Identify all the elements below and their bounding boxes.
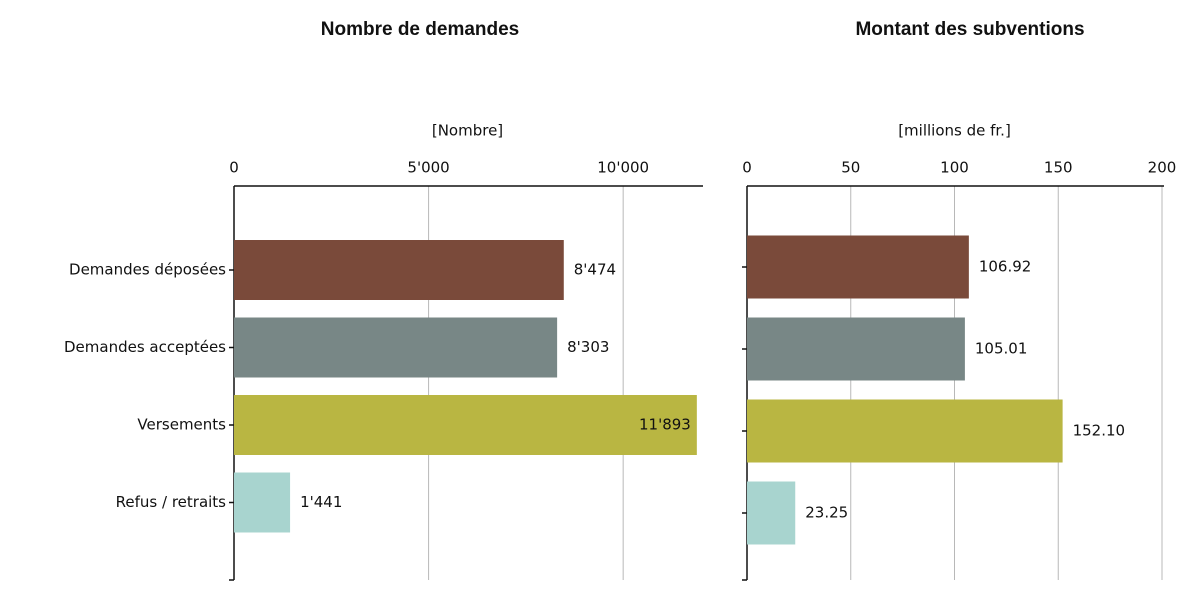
value-label: 105.01: [975, 340, 1028, 358]
y-tick-label: Versements: [137, 416, 226, 434]
x-axis-label: [millions de fr.]: [898, 122, 1011, 140]
chart-title: Montant des subventions: [855, 19, 1084, 40]
bar: [747, 399, 1063, 463]
x-tick-label: 10'000: [597, 159, 649, 177]
value-label: 1'441: [300, 493, 342, 511]
y-tick-label: Demandes déposées: [69, 261, 226, 279]
value-label: 8'303: [567, 338, 609, 356]
bar: [747, 235, 969, 299]
x-tick-label: 0: [229, 159, 239, 177]
bar: [234, 317, 558, 378]
bar: [747, 481, 796, 545]
value-label: 106.92: [979, 258, 1032, 276]
x-tick-label: 0: [742, 159, 752, 177]
x-tick-label: 100: [940, 159, 969, 177]
x-tick-label: 50: [841, 159, 860, 177]
y-tick-label: Refus / retraits: [116, 493, 227, 511]
bar: [234, 472, 291, 533]
chart-title: Nombre de demandes: [321, 19, 520, 40]
x-tick-label: 5'000: [407, 159, 449, 177]
value-label: 11'893: [639, 416, 691, 434]
x-axis-label: [Nombre]: [432, 122, 503, 140]
x-tick-label: 150: [1044, 159, 1073, 177]
value-label: 23.25: [805, 504, 848, 522]
value-label: 152.10: [1073, 422, 1126, 440]
bar: [747, 317, 965, 381]
value-label: 8'474: [574, 261, 616, 279]
x-tick-label: 200: [1148, 159, 1177, 177]
bar: [234, 395, 697, 455]
bar: [234, 240, 564, 300]
y-tick-label: Demandes acceptées: [64, 338, 226, 356]
